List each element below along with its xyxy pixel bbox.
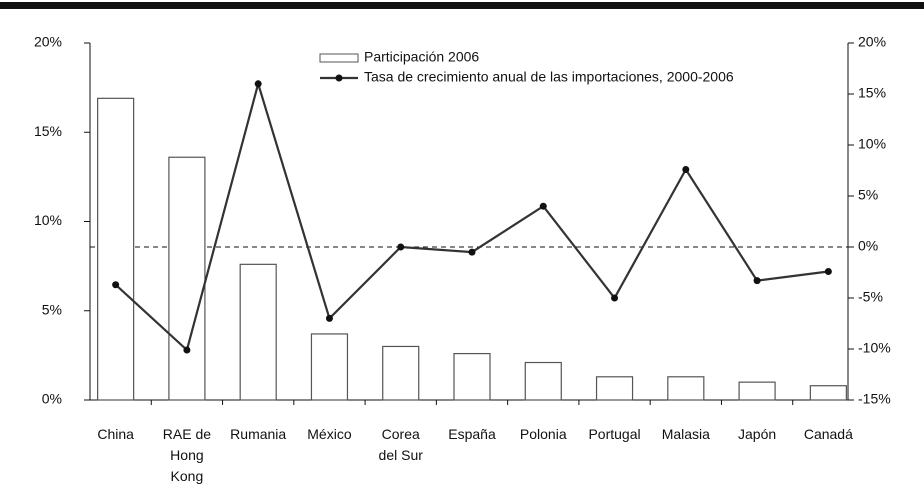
point — [325, 314, 333, 322]
x-tick-label: Japón — [738, 426, 777, 442]
bar — [595, 376, 634, 401]
legend-label: Participación 2006 — [364, 49, 479, 65]
bar — [738, 381, 776, 401]
y-tick-label: 15% — [34, 123, 62, 139]
y-tick-label: 5% — [42, 301, 62, 317]
x-tick-label: México — [307, 426, 352, 442]
bar — [310, 333, 349, 401]
x-tick-label: China — [97, 426, 134, 442]
point — [183, 346, 191, 354]
line — [114, 79, 829, 353]
legend-swatch — [335, 74, 343, 82]
x-tick-label: Malasia — [661, 426, 710, 442]
top-rule — [0, 2, 924, 9]
legend-swatch — [319, 53, 359, 63]
legend-label: Tasa de crecimiento anual de las importa… — [364, 69, 734, 85]
y2-tick-label: 0% — [858, 238, 878, 254]
point — [397, 243, 405, 251]
point — [468, 248, 476, 256]
bar — [239, 263, 277, 401]
bar — [453, 352, 491, 401]
bar — [382, 345, 420, 401]
point — [824, 267, 832, 275]
point — [682, 165, 690, 173]
bar — [97, 97, 135, 401]
point — [611, 294, 619, 302]
y2-tick-label: 5% — [858, 187, 878, 203]
bar — [168, 156, 206, 401]
x-tick-label: Portugal — [588, 426, 641, 442]
y2-tick-label: 10% — [858, 136, 886, 152]
point — [112, 281, 120, 289]
y2-tick-label: -15% — [858, 391, 891, 407]
y2-tick-label: 15% — [858, 85, 886, 101]
point — [254, 80, 262, 88]
y-tick-label: 10% — [34, 212, 62, 228]
x-tick-label: Corea del Sur — [378, 426, 423, 463]
x-tick-label: RAE de Hong Kong — [162, 426, 212, 484]
y-tick-label: 20% — [34, 34, 62, 50]
bar — [809, 385, 847, 401]
x-tick-label: Canadá — [803, 426, 853, 442]
x-tick-label: Rumania — [230, 426, 287, 442]
y-tick-label: 0% — [42, 391, 62, 407]
y2-tick-label: -5% — [858, 289, 883, 305]
y2-tick-label: -10% — [858, 340, 891, 356]
point — [753, 277, 761, 285]
bar — [524, 361, 562, 401]
x-tick-label: España — [448, 426, 496, 442]
x-tick-label: Polonia — [519, 426, 567, 442]
y2-tick-label: 20% — [858, 34, 886, 50]
bar — [667, 376, 705, 401]
point — [539, 202, 547, 210]
